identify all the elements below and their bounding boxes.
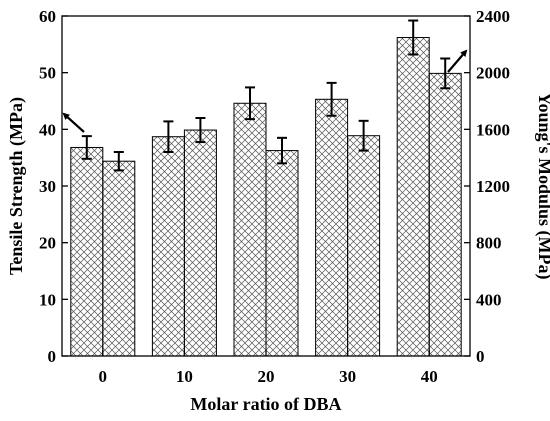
x-tick-label-20: 20 <box>258 367 275 386</box>
y-right-tick-label-1200: 1200 <box>476 177 510 196</box>
y-left-tick-label-30: 30 <box>39 177 56 196</box>
annotations-group <box>62 49 468 133</box>
bar-s1-10 <box>151 136 185 357</box>
arrow-to-left-axis <box>62 112 85 133</box>
y-right-tick-label-2400: 2400 <box>476 7 510 26</box>
y-right-tick-label-400: 400 <box>476 290 502 309</box>
y-axis-label-right: Young's Modulus (MPa) <box>534 92 550 279</box>
bar-s2-40 <box>428 72 462 357</box>
y-right-tick-label-0: 0 <box>476 347 485 366</box>
bar-s1-30 <box>315 98 349 357</box>
bar-s1-40 <box>396 37 430 357</box>
arrow-to-right-axis <box>447 49 468 73</box>
error-bars-group <box>81 19 451 172</box>
y-left-tick-label-0: 0 <box>48 347 57 366</box>
x-tick-label-0: 0 <box>99 367 108 386</box>
bar-s2-0 <box>102 160 136 357</box>
bar-s2-30 <box>347 135 381 357</box>
x-tick-label-10: 10 <box>176 367 193 386</box>
x-tick-label-30: 30 <box>339 367 356 386</box>
bar-s1-20 <box>233 102 267 357</box>
bar-s2-20 <box>265 150 299 357</box>
y-right-tick-label-2000: 2000 <box>476 64 510 83</box>
x-tick-label-40: 40 <box>421 367 438 386</box>
y-right-tick-label-1600: 1600 <box>476 120 510 139</box>
y-right-tick-label-800: 800 <box>476 234 502 253</box>
y-left-tick-label-10: 10 <box>39 290 56 309</box>
y-left-tick-label-40: 40 <box>39 120 56 139</box>
y-left-tick-label-60: 60 <box>39 7 56 26</box>
bar-s2-10 <box>183 129 217 357</box>
axes-group: 0 10 20 30 400102030405060040080012001600200… <box>39 7 510 386</box>
y-left-tick-label-20: 20 <box>39 234 56 253</box>
y-axis-label-left: Tensile Strength (MPa) <box>6 97 27 275</box>
y-left-tick-label-50: 50 <box>39 64 56 83</box>
x-axis-label: Molar ratio of DBA <box>190 394 341 414</box>
bar-s1-0 <box>70 146 104 357</box>
bars-group <box>70 37 462 357</box>
